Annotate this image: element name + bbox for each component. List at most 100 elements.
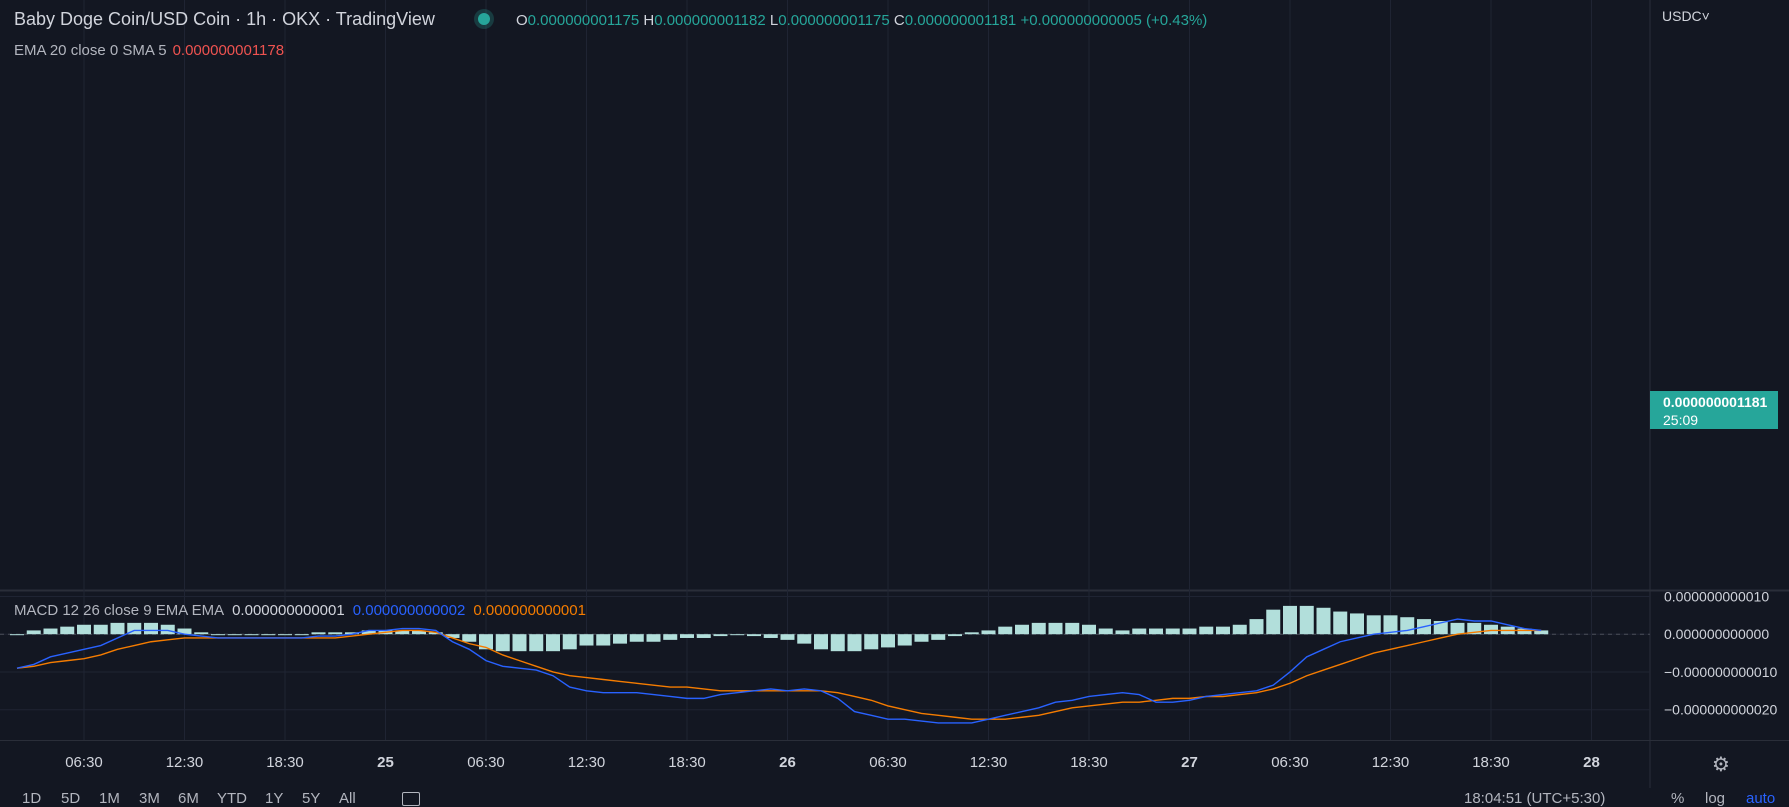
timeframe-6m-button[interactable]: 6M [178, 790, 199, 807]
macd-histogram-bar [964, 632, 979, 635]
macd-histogram-bar [194, 632, 209, 635]
timeframe-ytd-button[interactable]: YTD [217, 790, 247, 807]
macd-histogram-bar [1132, 628, 1147, 635]
macd-tick-label: −0.000000000020 [1664, 702, 1777, 718]
macd-histogram-bar [529, 634, 544, 652]
time-tick-label: 25 [377, 754, 394, 771]
macd-hist-value: 0.000000000001 [232, 602, 345, 619]
log-scale-toggle[interactable]: log [1705, 790, 1726, 807]
macd-histogram-bar [1149, 628, 1163, 635]
currency-selector[interactable]: USDC˅ [1662, 8, 1710, 24]
macd-histogram-bar [998, 626, 1013, 635]
macd-histogram-bar [110, 622, 125, 635]
macd-histogram-bar [10, 634, 24, 636]
time-tick-label: 18:30 [1070, 754, 1108, 771]
macd-histogram-bar [1299, 605, 1314, 635]
macd-histogram-bar [177, 628, 192, 635]
macd-tick-label: 0.000000000000 [1664, 626, 1769, 642]
macd-histogram-bar [1015, 624, 1029, 635]
macd-histogram-bar [847, 634, 862, 652]
macd-signal-value: 0.000000000001 [473, 602, 586, 619]
macd-line [16, 618, 1542, 724]
macd-histogram-bar [495, 634, 510, 652]
time-tick-label: 27 [1181, 754, 1198, 771]
timeframe-all-button[interactable]: All [339, 790, 356, 807]
time-tick-label: 18:30 [266, 754, 304, 771]
calendar-icon[interactable] [402, 792, 420, 806]
macd-histogram-bar [294, 634, 309, 636]
macd-histogram-bar [814, 634, 828, 650]
macd-histogram-bar [948, 634, 962, 637]
macd-histogram-bar [328, 632, 343, 635]
ohlc-close-label: C [893, 12, 905, 29]
ema-legend-label: EMA 20 close 0 SMA 5 [14, 42, 167, 59]
macd-histogram-bar [596, 634, 611, 646]
macd-histogram-bar [1182, 628, 1197, 635]
macd-histogram-bar [881, 634, 895, 648]
macd-legend[interactable]: MACD 12 26 close 9 EMA EMA 0.000000000001… [14, 602, 586, 619]
ohlc-low-label: L [769, 12, 779, 29]
macd-histogram-bar [227, 634, 242, 636]
macd-histogram-bar [60, 626, 75, 635]
time-tick-label: 12:30 [166, 754, 204, 771]
macd-histogram-bar [26, 630, 41, 635]
macd-histogram-bar [160, 624, 175, 635]
macd-histogram-bar [897, 634, 912, 646]
auto-scale-toggle[interactable]: auto [1746, 790, 1776, 807]
time-tick-label: 18:30 [668, 754, 706, 771]
macd-histogram-bar [1031, 622, 1046, 635]
macd-histogram-bar [1098, 628, 1113, 635]
time-tick-label: 06:30 [1271, 754, 1309, 771]
timeframe-1y-button[interactable]: 1Y [265, 790, 284, 807]
macd-histogram-bar [1283, 605, 1297, 635]
macd-histogram-bar [462, 634, 477, 642]
macd-histogram-bar [1383, 615, 1398, 635]
macd-histogram-bar [1534, 630, 1549, 635]
macd-histogram-bar [629, 634, 644, 642]
macd-histogram-bar [1165, 628, 1180, 635]
ohlc-low-value: 0.000000001175 [778, 12, 890, 29]
macd-histogram-bar [1350, 613, 1364, 635]
macd-histogram-bar [1450, 622, 1465, 635]
macd-histogram-bar [1517, 628, 1532, 635]
macd-histogram-bar [830, 634, 845, 652]
timeframe-3m-button[interactable]: 3M [139, 790, 160, 807]
time-tick-label: 12:30 [568, 754, 606, 771]
ema-legend[interactable]: EMA 20 close 0 SMA 5 0.000000001178 [14, 42, 284, 59]
clock[interactable]: 18:04:51 (UTC+5:30) [1464, 790, 1606, 807]
time-tick-label: 18:30 [1472, 754, 1510, 771]
macd-histogram-bar [278, 634, 292, 636]
macd-histogram-bar [797, 634, 812, 644]
timeframe-1m-button[interactable]: 1M [99, 790, 120, 807]
macd-legend-label: MACD 12 26 close 9 EMA EMA [14, 602, 225, 619]
macd-histogram-bar [1366, 615, 1381, 635]
time-tick-label: 12:30 [970, 754, 1008, 771]
macd-histogram-bar [211, 634, 225, 636]
percent-scale-toggle[interactable]: % [1671, 790, 1685, 807]
last-price-badge: 0.000000001181 25:09 [1650, 391, 1778, 429]
macd-histogram-bar [914, 634, 929, 642]
macd-histogram-bar [512, 634, 527, 652]
macd-histogram-bar [730, 634, 745, 636]
macd-histogram-bar [345, 632, 359, 635]
macd-histogram-bar [127, 622, 142, 635]
macd-histogram-bar [361, 630, 376, 635]
macd-histogram-bar [1199, 626, 1214, 635]
symbol-title[interactable]: Baby Doge Coin/USD Coin · 1h · OKX · Tra… [14, 9, 435, 29]
macd-histogram-bar [445, 634, 460, 638]
macd-histogram-bar [981, 630, 996, 635]
timeframe-5d-button[interactable]: 5D [61, 790, 81, 807]
timeframe-5y-button[interactable]: 5Y [302, 790, 321, 807]
macd-histogram-bar [546, 634, 560, 652]
macd-histogram-bar [1048, 622, 1063, 635]
macd-histogram-bar [144, 622, 158, 635]
time-tick-label: 06:30 [467, 754, 505, 771]
macd-histogram-bar [613, 634, 627, 644]
macd-histogram-bar [713, 634, 728, 637]
macd-histogram-bar [696, 634, 711, 638]
macd-histogram-bar [663, 634, 678, 640]
settings-gear-icon[interactable]: ⚙ [1712, 754, 1730, 776]
timeframe-1d-button[interactable]: 1D [22, 790, 42, 807]
macd-histogram-bar [780, 634, 795, 640]
